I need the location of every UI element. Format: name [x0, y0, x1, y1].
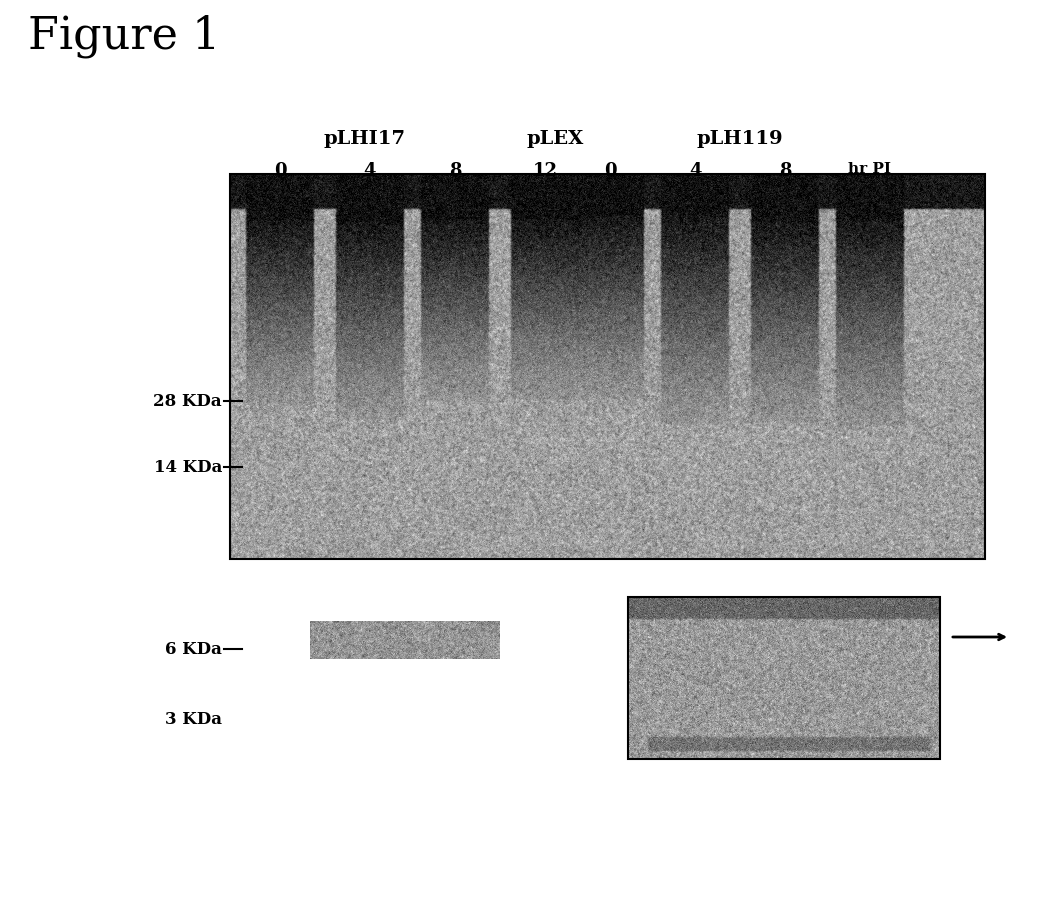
Text: pLEX: pLEX [526, 130, 583, 148]
Text: 4: 4 [364, 162, 376, 180]
Text: hr PI: hr PI [849, 162, 891, 176]
Text: Figure 1: Figure 1 [27, 15, 220, 59]
Text: 14 KDa: 14 KDa [153, 459, 222, 476]
Bar [628, 598, 940, 759]
Text: 0: 0 [274, 162, 286, 180]
Text: 4: 4 [689, 162, 701, 180]
Text: 12: 12 [533, 162, 557, 180]
Text: 28 KDa: 28 KDa [153, 393, 222, 410]
Text: 3 KDa: 3 KDa [165, 711, 222, 728]
Text: pLH119: pLH119 [697, 130, 783, 148]
Text: 6 KDa: 6 KDa [165, 641, 222, 657]
Text: 0: 0 [604, 162, 616, 180]
Text: 8: 8 [449, 162, 461, 180]
Text: 8: 8 [779, 162, 792, 180]
Text: pLHI17: pLHI17 [324, 130, 406, 148]
Bar [230, 175, 985, 559]
